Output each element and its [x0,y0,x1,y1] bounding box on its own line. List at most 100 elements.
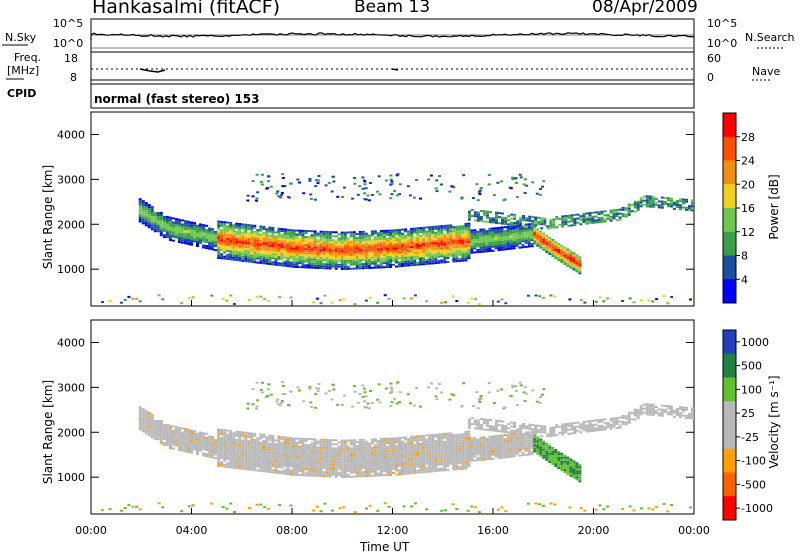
velocity-cell [196,434,199,437]
power-cell [235,224,239,227]
power-cell [238,249,242,252]
power-cell [379,240,383,243]
power-cell [452,246,456,249]
power-cell [452,256,456,259]
power-cell [477,190,481,193]
velocity-cell [383,439,386,442]
power-cell [500,232,504,235]
power-cell [539,232,543,235]
velocity-cell [226,441,230,444]
power-cell [482,234,486,237]
power-cell [464,235,468,238]
velocity-cell [376,442,380,445]
power-cell [235,234,239,237]
power-cell [316,250,320,253]
power-cell [370,232,374,235]
velocity-cell [431,446,435,449]
velocity-cell [443,449,447,452]
velocity-cell [513,421,517,424]
velocity-cell [168,440,172,443]
velocity-cell [470,445,474,448]
velocity-cell [202,448,206,451]
beam-title: Beam 13 [354,0,431,17]
velocity-cell [235,438,239,441]
velocity-cell [404,464,408,467]
power-cell [229,228,233,230]
power-cell [187,222,190,225]
power-cell [500,246,504,249]
velocity-cell [497,449,501,451]
velocity-cell [407,462,411,465]
power-cell [455,229,459,232]
velocity-cell [349,471,353,474]
power-cell [153,226,157,229]
velocity-cell [446,450,450,453]
power-cell [443,228,447,231]
velocity-cell [473,419,477,422]
velocity-cell [241,441,245,444]
power-cell [503,236,507,239]
velocity-cell [452,466,456,469]
power-cell [413,229,417,232]
power-cell [301,254,305,257]
power-cell [322,247,326,249]
velocity-cell [241,439,245,442]
power-cell [470,235,474,238]
power-cell [328,241,332,244]
power-cell [404,246,408,249]
power-cell [162,226,166,228]
power-cell [524,227,528,230]
power-cell [431,252,435,255]
power-cell [340,257,344,260]
velocity-cell [223,433,227,436]
velocity-cell [373,446,377,449]
velocity-cell [422,453,426,455]
power-cell [253,239,257,241]
power-cell [585,218,589,221]
velocity-cell [419,451,423,454]
power-cell [187,239,190,241]
velocity-cell [349,449,353,452]
velocity-cell [147,426,151,429]
power-cell [334,265,338,268]
velocity-cell [271,435,275,437]
power-cell [171,233,175,236]
velocity-cell [437,439,441,442]
power-cell [541,185,544,188]
power-cell [548,252,552,255]
power-cell [262,242,266,245]
velocity-cell [464,451,468,454]
velocity-cell [165,425,169,428]
velocity-cell [425,440,429,443]
velocity-cell [232,450,236,453]
velocity-cell [268,446,272,449]
velocity-cell [464,457,468,460]
power-cell [691,207,694,210]
velocity-cell [352,439,356,442]
power-cell [492,217,495,220]
velocity-cell [506,441,510,444]
power-cell [313,236,317,239]
power-cell [205,247,209,250]
velocity-cell [289,469,293,472]
power-cell [500,244,504,247]
velocity-cell [325,463,329,466]
velocity-cell [220,453,224,456]
velocity-cell [168,428,172,431]
velocity-cell [295,457,299,460]
velocity-cell [334,467,338,470]
power-cell [271,233,275,235]
velocity-cell [223,463,227,466]
velocity-cell [316,458,320,461]
velocity-cell [180,447,184,450]
power-cell [685,198,688,201]
power-cell [283,256,287,259]
power-cell [343,243,347,246]
power-cell [386,239,389,242]
power-cell [304,238,308,241]
velocity-cell [159,424,163,426]
velocity-cell [379,444,383,447]
velocity-cell [572,472,576,475]
power-cell [157,294,161,297]
velocity-cell [316,454,320,457]
